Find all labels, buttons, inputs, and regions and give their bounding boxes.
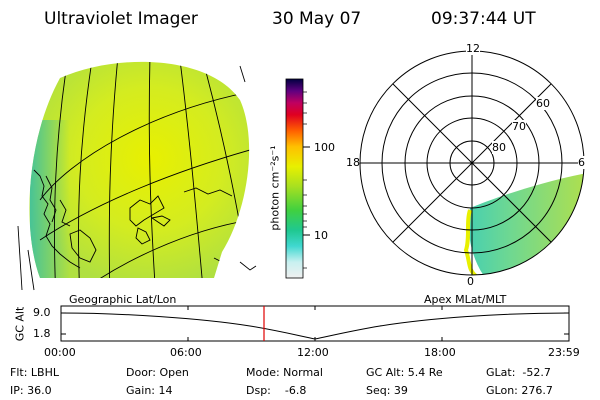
mlt-label-12: 12 <box>466 42 480 55</box>
door-info: Door: Open <box>126 366 189 379</box>
time-tick-0600: 06:00 <box>170 346 202 359</box>
colorbar-tick-100: 100 <box>314 141 335 154</box>
gc-alt-ytick-min: 1.8 <box>33 327 51 340</box>
mlat-label-60: 60 <box>536 97 550 110</box>
apex-label: Apex MLat/MLT <box>424 293 507 306</box>
seq-info: Seq: 39 <box>366 384 408 397</box>
mode-info: Mode: Normal <box>246 366 323 379</box>
gc-alt-ytick-max: 9.0 <box>33 306 51 319</box>
dsp-info: Dsp: -6.8 <box>246 384 307 397</box>
time-tick-0000: 00:00 <box>44 346 76 359</box>
mlat-label-80: 80 <box>492 141 506 154</box>
gc-alt-plot <box>60 305 570 342</box>
gc-alt-curve <box>60 312 570 340</box>
gc-alt-ylabel: GC Alt <box>13 306 27 342</box>
gc-alt-info: GC Alt: 5.4 Re <box>366 366 443 379</box>
date-label: 30 May 07 <box>272 9 362 29</box>
time-tick-2359: 23:59 <box>548 346 580 359</box>
mlt-label-6: 6 <box>578 156 585 169</box>
colorbar-tick-10: 10 <box>314 229 328 242</box>
polar-plot <box>359 50 585 276</box>
mlat-label-70: 70 <box>512 120 526 133</box>
time-tick-1200: 12:00 <box>297 346 329 359</box>
gain-info: Gain: 14 <box>126 384 173 397</box>
geographic-label: Geographic Lat/Lon <box>69 293 177 306</box>
mlt-label-18: 18 <box>346 156 360 169</box>
globe-image <box>17 61 257 291</box>
ip-info: IP: 36.0 <box>10 384 52 397</box>
glon-info: GLon: 276.7 <box>486 384 553 397</box>
colorbar <box>285 78 310 279</box>
aurora-oval <box>468 172 584 275</box>
time-label: 09:37:44 UT <box>431 9 536 29</box>
mlt-label-0: 0 <box>467 275 474 288</box>
colorbar-unit-label: photon cm⁻²s⁻¹ <box>268 145 282 231</box>
glat-info: GLat: -52.7 <box>486 366 551 379</box>
instrument-title: Ultraviolet Imager <box>44 9 198 29</box>
time-tick-1800: 18:00 <box>424 346 456 359</box>
filter-info: Flt: LBHL <box>10 366 59 379</box>
